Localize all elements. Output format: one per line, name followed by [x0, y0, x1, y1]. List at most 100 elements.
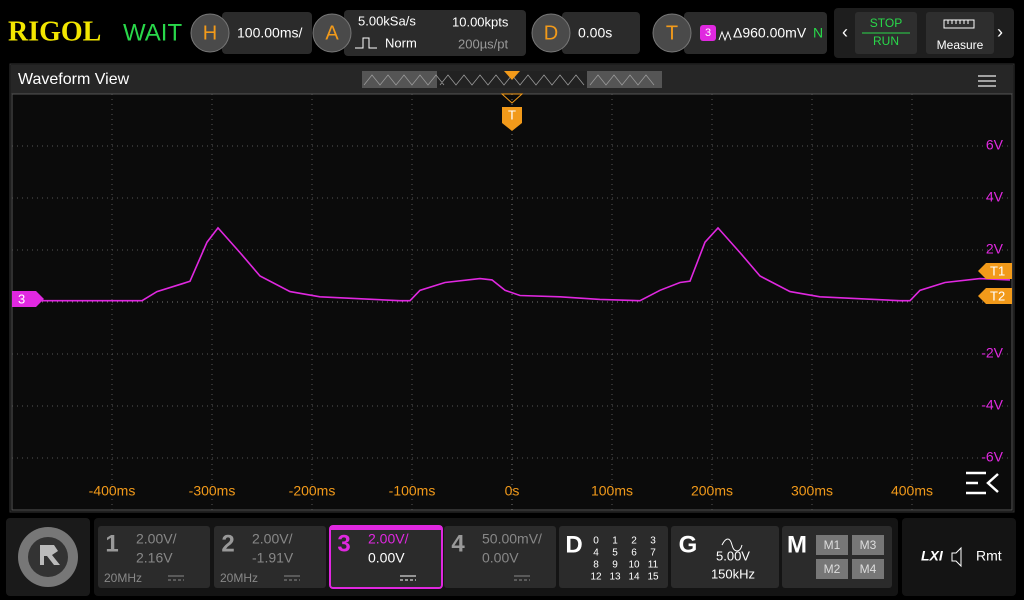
- channel-marker[interactable]: [12, 291, 44, 307]
- digital-bit: 7: [650, 548, 656, 559]
- coupling-icon: [514, 575, 530, 581]
- h-button[interactable]: [190, 13, 230, 53]
- x-tick-label: -100ms: [389, 483, 436, 499]
- waveform-panel: [9, 63, 1015, 513]
- generator-box[interactable]: [671, 526, 779, 588]
- channel-box[interactable]: [98, 526, 210, 588]
- horizontal-box[interactable]: [222, 12, 312, 54]
- acquire-box[interactable]: [344, 10, 526, 56]
- math-item: M3: [860, 538, 877, 552]
- coupling-icon: [284, 575, 300, 581]
- channel-scale: 2.00V/: [136, 531, 177, 547]
- trigger-position: [504, 71, 520, 80]
- lxi-logo: LXI: [921, 548, 944, 564]
- coupling-icon: [168, 575, 184, 581]
- waveform: [12, 226, 1011, 302]
- digital-bit: 9: [612, 560, 618, 571]
- x-tick-label: -200ms: [289, 483, 336, 499]
- channel-box[interactable]: [214, 526, 326, 588]
- math-item-box[interactable]: [816, 535, 848, 555]
- trigger-source: 3: [705, 27, 711, 39]
- status-box: [902, 518, 1016, 596]
- generator-frequency: 150kHz: [711, 566, 755, 581]
- gear-logo: [40, 545, 60, 565]
- channel-name: 4: [451, 530, 465, 557]
- digital-bit: 13: [609, 572, 621, 583]
- channel-offset: -1.91V: [252, 550, 294, 566]
- sine-icon: [721, 538, 743, 552]
- digital-bit: 12: [590, 572, 602, 583]
- digital-box[interactable]: [559, 526, 668, 588]
- math-item-box[interactable]: [816, 559, 848, 579]
- digital-bit: 2: [631, 536, 637, 547]
- trigger-coupling: N: [813, 25, 823, 41]
- a-label: A: [325, 22, 339, 44]
- math-item-box[interactable]: [852, 559, 884, 579]
- t1-marker[interactable]: [978, 263, 1012, 279]
- digital-bit: 1: [612, 536, 618, 547]
- measure-label: Measure: [937, 38, 984, 52]
- measure-button[interactable]: [926, 12, 994, 54]
- brand: RIGOL: [8, 16, 101, 47]
- acquire-mode: Norm: [385, 35, 417, 50]
- t-label: T: [666, 22, 678, 44]
- channel-bandwidth: 20MHz: [104, 571, 142, 585]
- digital-name: D: [565, 531, 582, 558]
- digital-bit: 0: [593, 536, 599, 547]
- d-button[interactable]: [531, 13, 571, 53]
- trigger-slope-icon: [718, 30, 732, 42]
- acquire-icon: [355, 37, 377, 49]
- trigger-box[interactable]: [684, 12, 827, 54]
- math-item: M1: [824, 538, 841, 552]
- t-button[interactable]: [652, 13, 692, 53]
- next-arrow[interactable]: ›: [997, 22, 1003, 42]
- collapse-icon[interactable]: [966, 471, 999, 495]
- math-item-box[interactable]: [852, 535, 884, 555]
- math-items: M1 M2 M3 M4: [816, 535, 884, 579]
- channel-scale: 2.00V/: [252, 531, 293, 547]
- t2-marker[interactable]: [978, 288, 1012, 304]
- t1-label: T1: [990, 263, 1005, 278]
- channel-active-bar: [330, 526, 442, 530]
- x-tick-label: 200ms: [691, 483, 733, 499]
- x-tick-label: 0s: [505, 483, 520, 499]
- menu-icon[interactable]: [978, 75, 996, 87]
- channel-name: 3: [337, 530, 350, 557]
- x-tick-label: 300ms: [791, 483, 833, 499]
- delay-box[interactable]: [562, 12, 640, 54]
- digital-bit: 15: [647, 572, 659, 583]
- trigger-time-label: T: [508, 107, 516, 122]
- channel-boxes: 1 2.00V/2.16V 20MHz 2 2.00V/ -1.91V 20MHz 3 2.00…: [98, 525, 556, 589]
- digital-bit: 5: [612, 548, 618, 559]
- digital-bit: 10: [628, 560, 640, 571]
- sample-rate: 5.00kSa/s: [358, 13, 416, 28]
- measure-icon: [943, 19, 975, 29]
- generator-amplitude: 5.00V: [716, 548, 750, 563]
- y-tick-label: -4V: [981, 397, 1003, 413]
- y-tick-label: 2V: [986, 241, 1004, 257]
- x-tick-label: 400ms: [891, 483, 933, 499]
- channel-box[interactable]: [444, 526, 556, 588]
- digital-bit: 3: [650, 536, 656, 547]
- stop-label: STOP: [870, 16, 902, 30]
- x-tick-label: -300ms: [189, 483, 236, 499]
- a-button[interactable]: [312, 13, 352, 53]
- y-tick-label: 4V: [986, 189, 1004, 205]
- trigger-time-marker[interactable]: [502, 107, 522, 131]
- sample-interval: 200µs/pt: [458, 36, 509, 51]
- delay-value: 0.00s: [578, 25, 612, 41]
- digital-bit: 8: [593, 560, 599, 571]
- prev-arrow[interactable]: ‹: [842, 22, 848, 42]
- math-name: M: [787, 531, 807, 558]
- channel-offset: 0.00V: [482, 550, 519, 566]
- run-status: WAIT: [123, 19, 182, 46]
- channel-offset: 2.16V: [136, 550, 173, 566]
- y-tick-label: 6V: [986, 137, 1004, 153]
- channel-name: 1: [105, 530, 118, 557]
- digital-bit: 14: [628, 572, 640, 583]
- channel-scale: 50.00mV/: [482, 531, 542, 547]
- x-tick-label: -400ms: [89, 483, 136, 499]
- d-label: D: [544, 22, 558, 44]
